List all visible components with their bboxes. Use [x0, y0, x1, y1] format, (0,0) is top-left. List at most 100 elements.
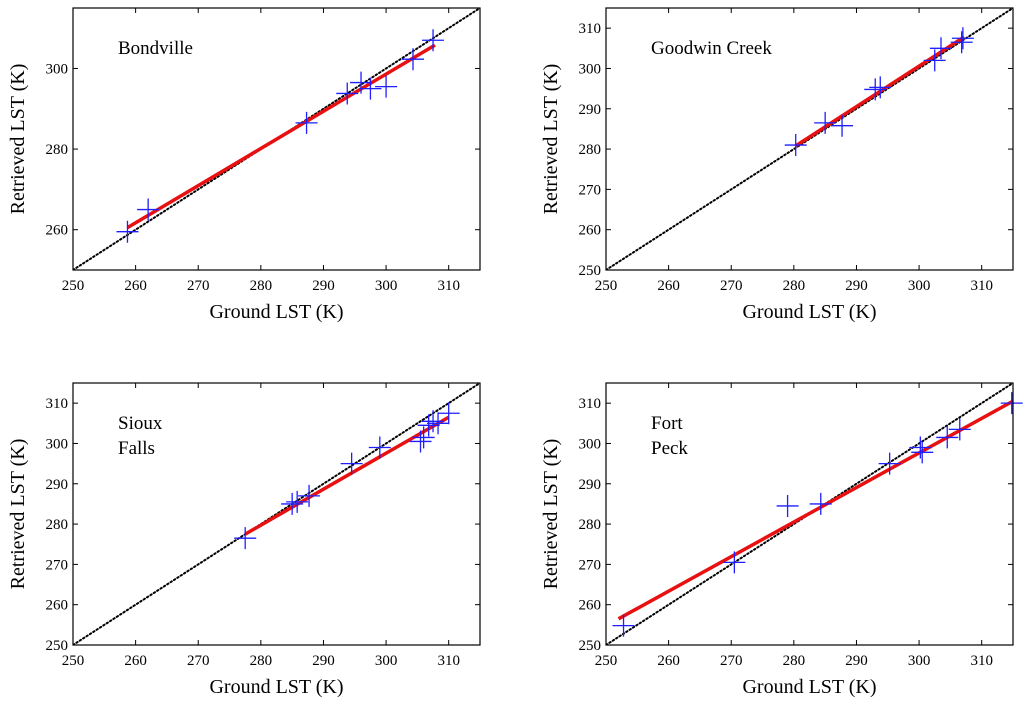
bondville-xtick-label-250: 250 [62, 278, 85, 294]
fort-peck-xtick-label-250: 250 [595, 653, 618, 669]
fort-peck-ytick-label-300: 300 [579, 436, 602, 452]
goodwin-creek-point-7 [950, 31, 973, 54]
sioux-falls-plot-area [73, 383, 480, 645]
sioux-falls-xtick-label-260: 260 [124, 653, 147, 669]
goodwin-creek-xtick-label-270: 270 [720, 278, 743, 294]
sioux-falls-xtick-label-310: 310 [437, 653, 460, 669]
sioux-falls-ytick-label-260: 260 [46, 598, 69, 614]
fort-peck-xtick-label-290: 290 [845, 653, 868, 669]
goodwin-creek-point-8 [951, 27, 974, 50]
sioux-falls-xtick-label-270: 270 [187, 653, 210, 669]
bondville-xtick-label-280: 280 [250, 278, 273, 294]
sioux-falls-site-label-line-0: Sioux [118, 413, 163, 434]
goodwin-creek-ylabel: Retrieved LST (K) [540, 64, 562, 215]
goodwin-creek-ytick-label-290: 290 [579, 102, 602, 118]
fort-peck-xtick-label-260: 260 [657, 653, 680, 669]
fort-peck-site-label-line-0: Fort [651, 413, 683, 434]
fort-peck-xtick-label-310: 310 [970, 653, 993, 669]
sioux-falls-xtick-label-250: 250 [62, 653, 85, 669]
fort-peck-point-7 [936, 426, 959, 449]
fort-peck-ytick-label-260: 260 [579, 598, 602, 614]
bondville-point-2 [295, 111, 318, 134]
goodwin-creek-point-6 [929, 37, 952, 60]
goodwin-creek-point-0 [784, 134, 807, 157]
fort-peck-point-4 [878, 452, 901, 475]
goodwin-creek-ytick-label-300: 300 [579, 61, 602, 77]
sioux-falls-site-label-line-1: Falls [118, 438, 155, 459]
bondville-point-6 [375, 75, 398, 98]
sioux-falls-point-5 [368, 436, 391, 459]
bondville-plot-area [73, 8, 480, 270]
goodwin-creek-point-4 [869, 76, 892, 99]
goodwin-creek-xlabel: Ground LST (K) [742, 301, 876, 323]
fort-peck-point-6 [911, 441, 934, 464]
goodwin-creek-point-3 [864, 78, 887, 101]
goodwin-creek-point-1 [814, 111, 837, 134]
chart-fort-peck: 250 260 270 280 290 300 310 250 260 270 280 290 300 3… [540, 382, 1023, 698]
bondville-point-8 [422, 29, 445, 52]
chart-bondville: 250 260 270 280 290 300 310 260 280 300 Bondville G… [7, 7, 481, 323]
sioux-falls-point-8 [417, 414, 440, 437]
fort-peck-site-label-line-1: Peck [651, 438, 688, 459]
bondville-xtick-label-270: 270 [187, 278, 210, 294]
goodwin-creek-site-label-line-0: Goodwin Creek [651, 38, 772, 59]
bondville-xlabel: Ground LST (K) [209, 301, 343, 323]
fort-peck-xtick-label-300: 300 [908, 653, 931, 669]
fort-peck-point-8 [948, 418, 971, 441]
sioux-falls-point-11 [437, 402, 460, 425]
sioux-falls-ytick-label-270: 270 [46, 557, 69, 573]
goodwin-creek-ytick-label-260: 260 [579, 223, 602, 239]
fort-peck-ytick-label-270: 270 [579, 557, 602, 573]
fort-peck-xtick-label-280: 280 [783, 653, 806, 669]
goodwin-creek-xtick-label-250: 250 [595, 278, 618, 294]
sioux-falls-identity-line [73, 383, 480, 645]
sioux-falls-ylabel: Retrieved LST (K) [7, 439, 29, 590]
goodwin-creek-ytick-label-250: 250 [579, 263, 602, 279]
sioux-falls-ytick-label-310: 310 [46, 396, 69, 412]
fort-peck-ytick-label-290: 290 [579, 477, 602, 493]
sioux-falls-xtick-label-280: 280 [250, 653, 273, 669]
sioux-falls-fit-line [244, 415, 450, 536]
bondville-ytick-label-280: 280 [46, 142, 69, 158]
goodwin-creek-axes-frame [605, 7, 1014, 271]
sioux-falls-point-10 [427, 412, 450, 435]
fort-peck-point-5 [909, 436, 932, 459]
goodwin-creek-ytick-label-270: 270 [579, 182, 602, 198]
goodwin-creek-xtick-label-310: 310 [970, 278, 993, 294]
bondville-point-0 [116, 220, 139, 243]
sioux-falls-ytick-label-280: 280 [46, 517, 69, 533]
goodwin-creek-xtick-label-290: 290 [845, 278, 868, 294]
goodwin-creek-xtick-label-300: 300 [908, 278, 931, 294]
bondville-ytick-label-300: 300 [46, 61, 69, 77]
bondville-axes-frame [72, 7, 481, 271]
fort-peck-point-1 [723, 551, 746, 574]
sioux-falls-point-9 [422, 410, 445, 433]
sioux-falls-xtick-label-300: 300 [375, 653, 398, 669]
bondville-xtick-label-310: 310 [437, 278, 460, 294]
sioux-falls-point-4 [340, 452, 363, 475]
sioux-falls-xtick-label-290: 290 [312, 653, 335, 669]
fort-peck-ylabel: Retrieved LST (K) [540, 439, 562, 590]
fort-peck-ytick-label-250: 250 [579, 638, 602, 654]
sioux-falls-ytick-label-300: 300 [46, 436, 69, 452]
sioux-falls-point-0 [234, 527, 257, 550]
goodwin-creek-ytick-label-280: 280 [579, 142, 602, 158]
fort-peck-point-9 [1000, 392, 1023, 415]
sioux-falls-ytick-label-250: 250 [46, 638, 69, 654]
bondville-point-1 [137, 198, 160, 221]
bondville-xtick-label-260: 260 [124, 278, 147, 294]
bondville-point-5 [359, 77, 382, 100]
sioux-falls-point-2 [286, 490, 309, 513]
goodwin-creek-point-2 [831, 114, 854, 137]
bondville-point-3 [336, 82, 359, 105]
fort-peck-point-0 [612, 614, 635, 637]
chart-goodwin-creek: 250 260 270 280 290 300 310 250 260 270 280 290 300 3… [540, 7, 1014, 323]
sioux-falls-point-6 [409, 430, 432, 453]
bondville-xtick-label-300: 300 [375, 278, 398, 294]
bondville-ytick-label-260: 260 [46, 223, 69, 239]
goodwin-creek-point-5 [923, 49, 946, 72]
bondville-xtick-label-290: 290 [312, 278, 335, 294]
bondville-site-label-line-0: Bondville [118, 38, 193, 59]
bondville-point-7 [402, 48, 425, 71]
